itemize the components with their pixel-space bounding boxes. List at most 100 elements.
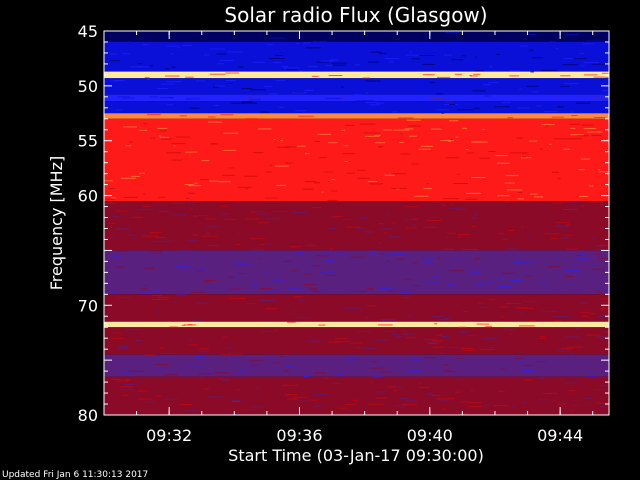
texture-streak: [583, 128, 597, 130]
y-tick-label: 60: [78, 187, 98, 206]
texture-streak: [345, 292, 352, 294]
texture-streak: [505, 303, 522, 304]
texture-streak: [469, 272, 481, 274]
texture-streak: [524, 379, 532, 381]
texture-streak: [557, 106, 564, 108]
texture-streak: [423, 188, 432, 190]
texture-streak: [396, 335, 403, 337]
texture-streak: [146, 35, 157, 37]
texture-streak: [457, 109, 473, 111]
texture-streak: [119, 386, 134, 388]
texture-streak: [179, 115, 187, 117]
texture-streak: [187, 344, 198, 346]
texture-streak: [249, 364, 258, 366]
texture-streak: [371, 361, 378, 363]
texture-streak: [109, 60, 121, 62]
texture-streak: [565, 248, 579, 250]
texture-streak: [539, 337, 547, 339]
texture-streak: [116, 109, 123, 111]
texture-streak: [276, 146, 290, 148]
texture-streak: [110, 291, 115, 293]
band-7: [104, 118, 609, 202]
texture-streak: [157, 88, 169, 89]
texture-streak: [454, 73, 463, 75]
texture-streak: [200, 179, 209, 181]
texture-streak: [157, 127, 168, 129]
texture-streak: [553, 320, 562, 322]
texture-streak: [478, 306, 490, 308]
texture-streak: [298, 115, 314, 117]
texture-streak: [599, 406, 606, 408]
texture-streak: [188, 185, 202, 187]
texture-streak: [409, 51, 412, 53]
texture-streak: [197, 271, 202, 273]
texture-streak: [466, 402, 483, 404]
texture-streak: [359, 290, 368, 292]
texture-streak: [391, 222, 396, 224]
texture-streak: [181, 324, 186, 326]
texture-streak: [257, 222, 269, 224]
texture-streak: [191, 320, 204, 322]
texture-streak: [422, 261, 432, 263]
texture-streak: [571, 115, 578, 116]
texture-streak: [364, 135, 380, 137]
texture-streak: [423, 226, 437, 228]
texture-streak: [165, 75, 180, 77]
texture-streak: [365, 102, 378, 104]
texture-streak: [245, 188, 249, 190]
texture-streak: [567, 346, 583, 348]
texture-streak: [421, 145, 434, 147]
texture-streak: [149, 96, 158, 98]
texture-streak: [334, 338, 348, 340]
texture-streak: [487, 281, 495, 283]
texture-streak: [222, 174, 235, 176]
texture-streak: [354, 94, 362, 96]
texture-streak: [275, 55, 283, 56]
texture-streak: [136, 66, 149, 68]
texture-streak: [166, 45, 180, 47]
texture-streak: [311, 75, 319, 77]
texture-streak: [215, 85, 225, 87]
texture-streak: [257, 213, 270, 215]
texture-streak: [138, 63, 143, 65]
texture-streak: [172, 31, 178, 33]
texture-streak: [278, 106, 285, 108]
texture-streak: [325, 274, 335, 276]
texture-streak: [366, 288, 375, 290]
texture-streak: [185, 76, 194, 78]
texture-streak: [268, 358, 271, 360]
texture-streak: [282, 260, 291, 262]
texture-streak: [592, 63, 608, 65]
texture-streak: [477, 302, 485, 304]
texture-streak: [156, 395, 163, 397]
texture-streak: [118, 388, 133, 390]
texture-streak: [145, 401, 155, 403]
texture-streak: [544, 233, 560, 235]
texture-streak: [529, 193, 538, 195]
texture-streak: [141, 234, 146, 236]
x-tick-label: 09:32: [146, 426, 192, 445]
texture-streak: [307, 66, 318, 68]
texture-streak: [328, 142, 338, 144]
texture-streak: [235, 389, 240, 391]
texture-streak: [249, 99, 261, 101]
texture-streak: [601, 413, 609, 415]
texture-streak: [252, 96, 269, 98]
texture-streak: [118, 346, 128, 347]
texture-streak: [374, 142, 386, 144]
texture-streak: [363, 348, 376, 350]
texture-streak: [231, 102, 245, 104]
texture-streak: [551, 116, 565, 118]
texture-streak: [159, 130, 167, 132]
texture-streak: [160, 240, 174, 242]
texture-streak: [472, 141, 488, 143]
y-axis-label: Frequency [MHz]: [47, 156, 66, 290]
texture-streak: [143, 284, 148, 286]
texture-streak: [117, 250, 129, 252]
texture-streak: [441, 335, 450, 337]
texture-streak: [512, 262, 527, 264]
texture-streak: [367, 376, 372, 377]
texture-streak: [234, 264, 250, 266]
texture-streak: [122, 53, 131, 55]
y-tick-label: 50: [78, 77, 98, 96]
